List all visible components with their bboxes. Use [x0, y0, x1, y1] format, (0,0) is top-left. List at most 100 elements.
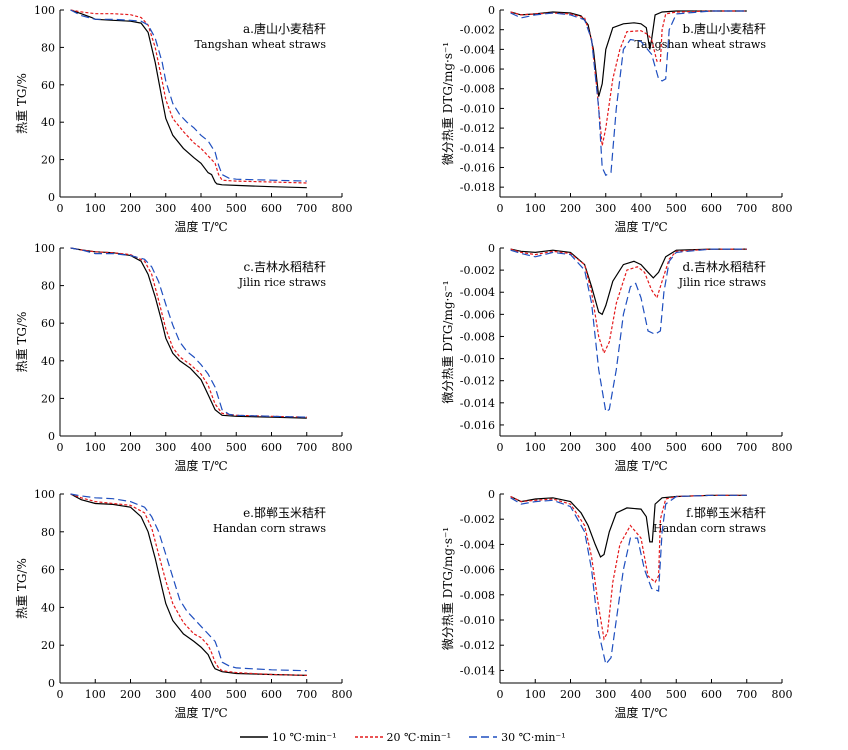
y-axis-label: 热重 TG/%: [15, 312, 29, 373]
panel-title-en: Jilin rice straws: [678, 276, 767, 289]
y-tick-label: 60: [41, 317, 55, 330]
series-line-20: [70, 9, 307, 184]
x-tick-label: 100: [85, 441, 106, 454]
x-axis-label: 温度 T/℃: [174, 458, 227, 473]
panel-title-cn: f.邯郸玉米秸秆: [686, 505, 766, 520]
x-tick-label: 400: [631, 688, 652, 701]
y-axis-label: 热重 TG/%: [15, 558, 29, 619]
y-axis-label: 微分热重 DTG/mg·s⁻¹: [441, 42, 455, 165]
series-line-30: [70, 9, 307, 182]
panel-title-cn: a.唐山小麦秸秆: [243, 21, 326, 36]
x-tick-label: 100: [85, 688, 106, 701]
x-tick-label: 800: [332, 688, 353, 701]
series-line-30: [510, 10, 747, 177]
panel-f: 0 100 200 300 400 500 600 700 800 0 -0.002 -0.004 -0…: [441, 488, 793, 720]
x-tick-label: 400: [191, 441, 212, 454]
y-tick-label: 40: [41, 116, 55, 129]
y-tick-label: 20: [41, 639, 55, 652]
y-tick-label: -0.018: [460, 181, 495, 194]
panel-title-en: Jilin rice straws: [238, 276, 327, 289]
panel-d: 0 100 200 300 400 500 600 700 800 0 -0.002 -0.004 -0…: [441, 242, 793, 473]
y-tick-label: -0.016: [460, 161, 495, 174]
x-tick-label: 0: [57, 688, 64, 701]
y-tick-label: 100: [34, 242, 55, 255]
y-tick-label: -0.010: [460, 614, 495, 627]
y-tick-label: 20: [41, 392, 55, 405]
x-tick-label: 500: [666, 441, 687, 454]
x-tick-label: 100: [525, 202, 546, 215]
x-tick-label: 100: [525, 441, 546, 454]
series-line-20: [510, 248, 747, 355]
x-tick-label: 400: [191, 688, 212, 701]
legend: 10 ℃·min⁻¹ 20 ℃·min⁻¹ 30 ℃·min⁻¹: [240, 728, 584, 746]
legend-item-20: 20 ℃·min⁻¹: [354, 730, 452, 744]
y-tick-label: 0: [488, 242, 495, 255]
series-line-10: [510, 248, 747, 316]
x-tick-label: 600: [701, 202, 722, 215]
series-line-30: [70, 247, 307, 418]
x-tick-label: 200: [120, 202, 141, 215]
y-tick-label: -0.002: [460, 513, 495, 526]
y-tick-label: -0.010: [460, 102, 495, 115]
legend-label-30: 30 ℃·min⁻¹: [501, 730, 566, 744]
y-tick-label: 40: [41, 601, 55, 614]
x-tick-label: 200: [560, 688, 581, 701]
x-tick-label: 600: [261, 202, 282, 215]
y-tick-label: -0.016: [460, 419, 495, 432]
series-line-10: [70, 493, 307, 676]
series-line-10: [510, 494, 747, 558]
x-tick-label: 200: [560, 441, 581, 454]
y-tick-label: 0: [48, 677, 55, 690]
y-tick-label: -0.012: [460, 375, 495, 388]
series-line-20: [70, 493, 307, 676]
panel-title-cn: e.邯郸玉米秸秆: [243, 505, 326, 520]
x-tick-label: 300: [595, 202, 616, 215]
panel-title-cn: c.吉林水稻秸秆: [243, 260, 326, 274]
x-tick-label: 800: [332, 441, 353, 454]
x-tick-label: 600: [701, 441, 722, 454]
x-axis-label: 温度 T/℃: [614, 705, 667, 720]
y-tick-label: 60: [41, 79, 55, 92]
x-tick-label: 700: [736, 441, 757, 454]
x-tick-label: 300: [595, 441, 616, 454]
series-line-20: [70, 247, 307, 418]
x-tick-label: 0: [57, 202, 64, 215]
panel-title-en: Handan corn straws: [653, 522, 766, 535]
x-axis-label: 温度 T/℃: [174, 219, 227, 234]
panel-a: 0 100 200 300 400 500 600 700 800 0 20 40 60 80 100 温度 …: [15, 4, 353, 234]
y-tick-label: 80: [41, 41, 55, 54]
series-line-10: [70, 9, 307, 189]
y-tick-label: -0.004: [460, 43, 495, 56]
y-tick-label: 20: [41, 154, 55, 167]
y-tick-label: 100: [34, 4, 55, 17]
x-tick-label: 500: [226, 202, 247, 215]
x-tick-label: 200: [560, 202, 581, 215]
x-tick-label: 300: [155, 441, 176, 454]
panel-e: 0 100 200 300 400 500 600 700 800 0 20 40 60 80 100 温度 …: [15, 488, 353, 720]
x-tick-label: 600: [261, 441, 282, 454]
x-axis-label: 温度 T/℃: [614, 458, 667, 473]
x-tick-label: 400: [191, 202, 212, 215]
y-tick-label: 80: [41, 280, 55, 293]
panel-c: 0 100 200 300 400 500 600 700 800 0 20 40 60 80 100 温度 …: [15, 242, 353, 473]
series-line-30: [70, 493, 307, 672]
legend-item-30: 30 ℃·min⁻¹: [469, 731, 566, 744]
x-tick-label: 500: [226, 688, 247, 701]
y-tick-label: 40: [41, 355, 55, 368]
y-tick-label: -0.002: [460, 24, 495, 37]
x-tick-label: 700: [736, 202, 757, 215]
legend-label-20: 20 ℃·min⁻¹: [386, 730, 452, 744]
panel-title-en: Tangshan wheat straws: [635, 38, 767, 51]
y-tick-label: 60: [41, 564, 55, 577]
legend-label-10: 10 ℃·min⁻¹: [272, 730, 337, 744]
x-tick-label: 700: [296, 441, 317, 454]
y-tick-label: 0: [48, 191, 55, 204]
x-tick-label: 500: [666, 202, 687, 215]
y-tick-label: -0.010: [460, 353, 495, 366]
x-tick-label: 0: [497, 202, 504, 215]
panel-b: 0 100 200 300 400 500 600 700 800 0 -0.002 -0.004 -0…: [441, 4, 793, 234]
y-tick-label: 0: [488, 488, 495, 501]
x-tick-label: 500: [226, 441, 247, 454]
series-line-20: [510, 494, 747, 641]
series-line-30: [510, 248, 747, 413]
